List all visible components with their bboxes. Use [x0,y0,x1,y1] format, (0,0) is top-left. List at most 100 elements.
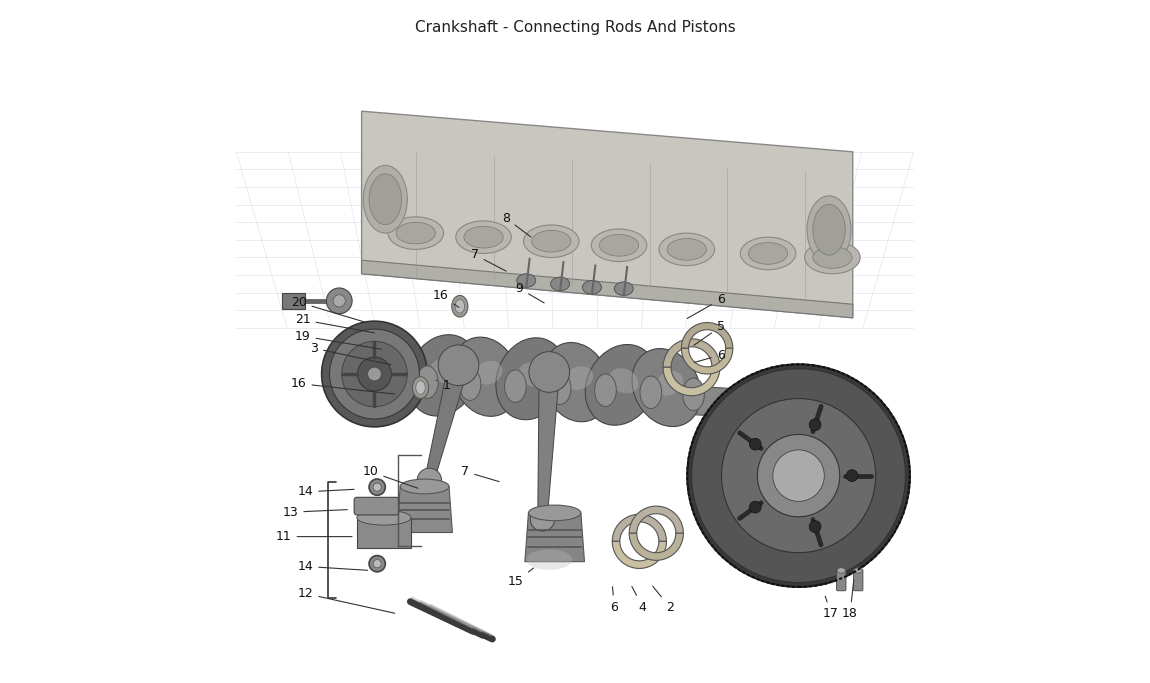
Circle shape [373,483,382,491]
Text: 14: 14 [298,560,368,573]
Polygon shape [283,293,306,309]
Ellipse shape [519,363,549,387]
Circle shape [368,367,382,381]
Text: 3: 3 [310,342,391,365]
Circle shape [330,329,420,419]
Ellipse shape [595,374,616,406]
Text: 20: 20 [291,296,363,322]
Circle shape [846,470,858,482]
Ellipse shape [416,366,438,398]
Circle shape [750,438,761,450]
Ellipse shape [413,377,429,398]
Ellipse shape [529,505,581,520]
Polygon shape [664,339,720,367]
Polygon shape [399,389,414,397]
Ellipse shape [805,241,860,274]
Circle shape [342,342,407,407]
Text: 2: 2 [653,586,674,613]
Ellipse shape [416,381,426,394]
Ellipse shape [582,281,601,294]
Text: 21: 21 [294,313,375,333]
Text: 17: 17 [823,596,840,620]
Text: 6: 6 [688,293,724,318]
Text: 10: 10 [362,465,417,488]
Ellipse shape [431,359,460,384]
Ellipse shape [452,337,520,417]
Polygon shape [361,111,853,318]
Ellipse shape [516,274,536,288]
Ellipse shape [807,196,851,264]
Circle shape [758,434,840,517]
Circle shape [417,468,442,492]
Ellipse shape [854,568,862,573]
Text: 4: 4 [631,587,646,613]
Circle shape [773,450,825,501]
Polygon shape [629,506,683,533]
Text: 15: 15 [507,568,534,589]
Circle shape [369,555,385,572]
Text: 9: 9 [515,282,544,303]
Ellipse shape [813,247,852,268]
Polygon shape [424,363,468,482]
Ellipse shape [363,165,407,233]
Text: 1: 1 [436,379,450,392]
Ellipse shape [641,376,661,408]
Polygon shape [681,322,733,348]
Circle shape [438,345,478,385]
Polygon shape [406,367,737,417]
Ellipse shape [551,277,569,291]
Ellipse shape [741,237,796,270]
Ellipse shape [813,204,845,255]
Ellipse shape [531,230,570,252]
Text: 12: 12 [298,587,394,613]
Circle shape [750,501,761,513]
Ellipse shape [459,368,481,400]
Ellipse shape [407,335,478,416]
Polygon shape [524,513,584,561]
Circle shape [530,507,554,531]
Text: 19: 19 [294,330,381,349]
Polygon shape [629,533,683,560]
Polygon shape [612,514,667,542]
Ellipse shape [585,344,657,426]
Text: 6: 6 [695,348,724,363]
Ellipse shape [527,550,573,570]
Polygon shape [538,372,559,519]
Polygon shape [612,542,667,568]
Ellipse shape [614,282,634,296]
Ellipse shape [496,338,566,420]
Ellipse shape [523,225,580,257]
Ellipse shape [369,174,401,225]
Text: 7: 7 [461,465,499,482]
Circle shape [810,419,821,430]
Polygon shape [681,348,733,374]
Circle shape [688,364,910,587]
Circle shape [358,357,391,391]
Text: 11: 11 [276,530,352,543]
Circle shape [810,520,821,533]
Ellipse shape [599,234,638,256]
Ellipse shape [356,510,411,525]
Text: 18: 18 [842,580,858,620]
Circle shape [322,321,428,427]
FancyBboxPatch shape [853,569,862,591]
Ellipse shape [749,242,788,264]
Polygon shape [356,518,411,548]
FancyBboxPatch shape [836,569,846,591]
Circle shape [529,352,569,392]
Text: Crankshaft - Connecting Rods And Pistons: Crankshaft - Connecting Rods And Pistons [415,20,735,35]
Text: 6: 6 [611,587,619,613]
Circle shape [334,295,345,307]
Ellipse shape [455,221,512,253]
Ellipse shape [543,343,611,422]
Ellipse shape [632,348,701,427]
Text: 14: 14 [298,486,354,499]
Ellipse shape [565,366,593,390]
Ellipse shape [837,568,845,573]
Ellipse shape [396,222,436,244]
Ellipse shape [683,378,705,410]
Circle shape [382,365,399,382]
Text: 8: 8 [501,212,531,237]
Text: 5: 5 [693,320,724,346]
Text: 7: 7 [470,249,506,271]
